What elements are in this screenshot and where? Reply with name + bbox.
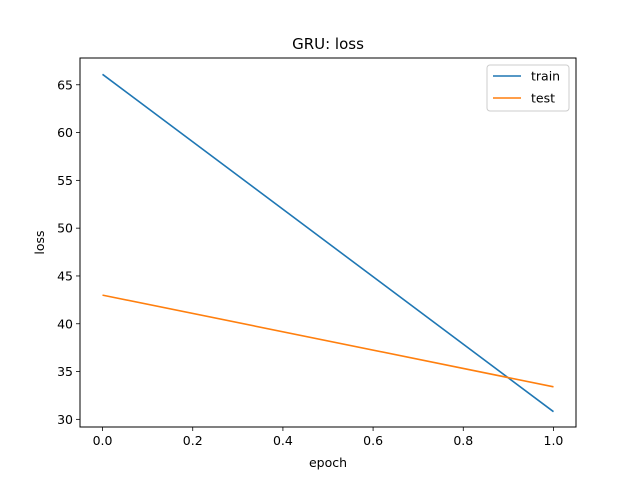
- y-axis-label: loss: [32, 230, 47, 254]
- legend-label-train: train: [531, 69, 560, 84]
- x-tick-label: 0.4: [273, 433, 293, 448]
- y-axis: 30 35 40 45 50 55 60 65: [57, 77, 80, 427]
- x-axis-label: epoch: [309, 455, 347, 470]
- x-tick-label: 0.8: [453, 433, 473, 448]
- x-tick-label: 1.0: [544, 433, 564, 448]
- x-tick-label: 0.6: [363, 433, 383, 448]
- x-tick-label: 0.0: [93, 433, 113, 448]
- y-tick-label: 60: [57, 125, 73, 140]
- series-line-test: [102, 294, 554, 388]
- plot-frame: [79, 57, 577, 428]
- chart-title: GRU: loss: [292, 35, 364, 53]
- y-tick-label: 35: [57, 364, 73, 379]
- y-tick-label: 30: [57, 412, 73, 427]
- y-tick-label: 45: [57, 268, 73, 283]
- y-tick-label: 55: [57, 173, 73, 188]
- series-lines: [102, 73, 554, 413]
- y-tick-label: 40: [57, 316, 73, 331]
- series-line-train: [102, 73, 554, 413]
- y-tick-label: 50: [57, 221, 73, 236]
- y-tick-label: 65: [57, 77, 73, 92]
- x-tick-label: 0.2: [183, 433, 203, 448]
- legend: train test: [486, 64, 570, 112]
- x-axis: 0.0 0.2 0.4 0.6 0.8 1.0: [93, 427, 564, 448]
- legend-label-test: test: [531, 91, 555, 106]
